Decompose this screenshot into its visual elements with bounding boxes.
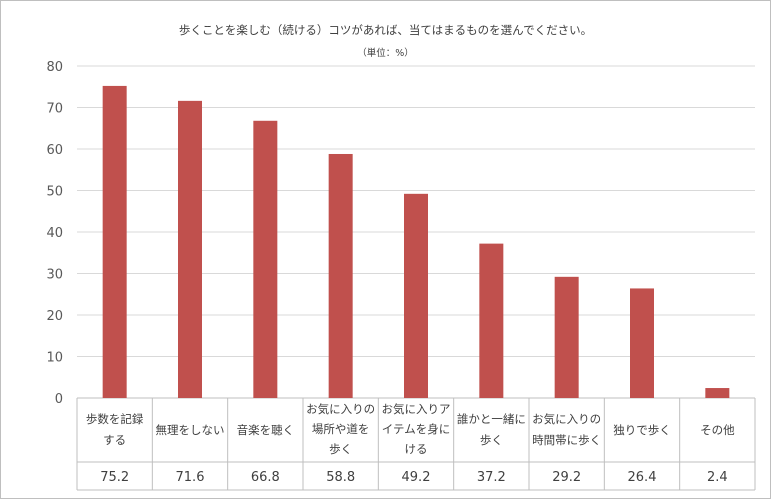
value-label: 2.4 [707,470,728,485]
value-label: 49.2 [402,470,431,485]
value-label: 71.6 [176,470,205,485]
category-label: 誰かと一緒に [457,412,526,426]
value-label: 58.8 [326,470,355,485]
y-tick-label: 50 [46,185,63,200]
bar [630,288,654,398]
category-label: 歩数を記録 [86,412,144,426]
y-tick-label: 30 [46,268,63,283]
bar [404,193,428,398]
category-label: 無理をしない [156,423,225,437]
y-tick-label: 60 [46,143,63,158]
category-label: 場所や道を [312,422,370,436]
category-label: する [103,433,126,447]
y-tick-label: 40 [46,226,63,241]
bar [554,276,579,398]
bar [102,85,127,399]
category-label: 歩く [329,442,352,456]
bar [705,388,730,398]
bar [178,100,202,399]
bar [253,120,278,398]
category-label: 時間帯に歩く [532,433,601,447]
value-label: 66.8 [251,470,280,485]
y-tick-label: 10 [46,351,63,366]
category-label: 独りで歩く [613,423,671,437]
chart-subtitle: （単位：%） [357,48,414,59]
category-label: お気に入りの [306,402,375,416]
value-label: 37.2 [477,470,506,485]
y-tick-label: 70 [46,102,63,117]
category-label: お気に入りの [532,412,601,426]
category-label: お気に入りア [382,402,451,416]
y-tick-label: 0 [55,392,63,407]
category-label: イテムを身に [382,422,450,436]
chart-title: 歩くことを楽しむ（続ける）コツがあれば、当てはまるものを選んでください。 [178,23,593,37]
category-label: 音楽を聴く [237,423,295,437]
value-label: 75.2 [100,470,129,485]
value-label: 29.2 [552,470,581,485]
bar [328,153,353,398]
category-label: ける [405,442,428,456]
value-label: 26.4 [628,470,657,485]
bar [479,243,504,398]
category-label: その他 [700,423,735,437]
y-tick-label: 80 [46,60,63,75]
category-label: 歩く [480,433,503,447]
y-tick-label: 20 [46,309,63,324]
